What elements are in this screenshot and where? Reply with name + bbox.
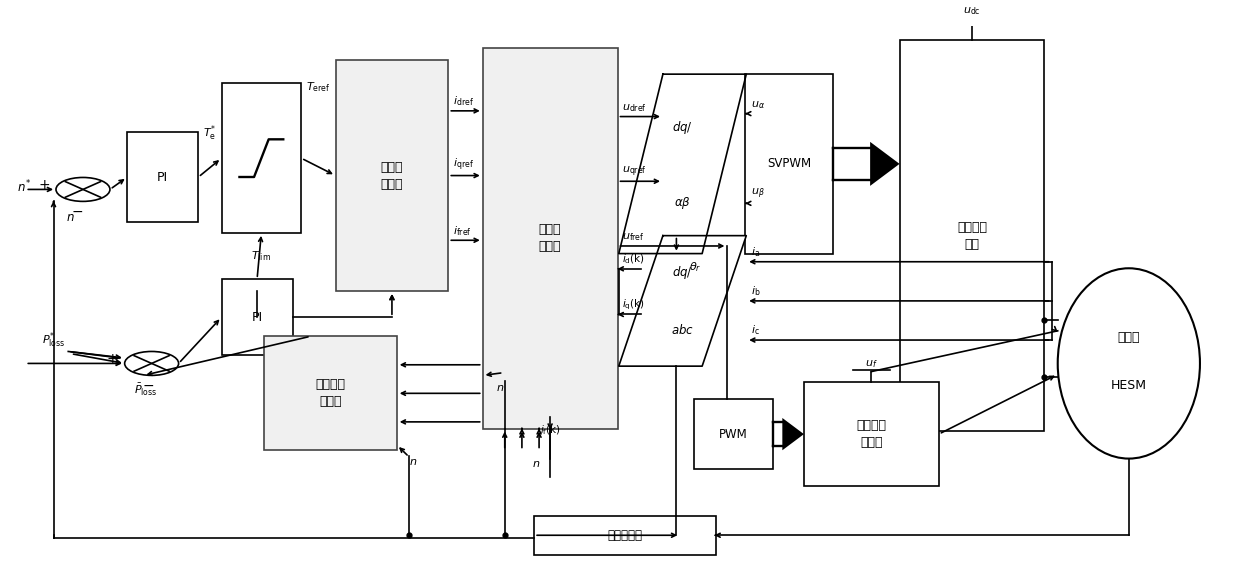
Text: 位置传感器: 位置传感器 <box>608 529 642 542</box>
Text: $n$: $n$ <box>496 383 503 393</box>
Polygon shape <box>870 142 899 186</box>
Text: $i_{\mathrm{q}}(\mathrm{k})$: $i_{\mathrm{q}}(\mathrm{k})$ <box>622 297 645 312</box>
FancyBboxPatch shape <box>745 74 833 253</box>
FancyBboxPatch shape <box>482 48 618 429</box>
Text: $i_{\mathrm{fref}}$: $i_{\mathrm{fref}}$ <box>454 224 472 238</box>
Text: +: + <box>107 352 119 366</box>
Text: PWM: PWM <box>719 428 748 441</box>
FancyBboxPatch shape <box>222 84 301 233</box>
Text: $\alpha\beta$: $\alpha\beta$ <box>675 196 691 211</box>
FancyBboxPatch shape <box>264 336 397 451</box>
Text: $i_{\mathrm{d}}(\mathrm{k})$: $i_{\mathrm{d}}(\mathrm{k})$ <box>622 253 645 266</box>
FancyBboxPatch shape <box>336 60 449 291</box>
Text: $\bar{P}_{\mathrm{loss}}$: $\bar{P}_{\mathrm{loss}}$ <box>134 382 157 398</box>
Text: HESM: HESM <box>1111 379 1147 392</box>
FancyBboxPatch shape <box>534 516 715 555</box>
Text: $u_{\alpha}$: $u_{\alpha}$ <box>751 99 765 111</box>
FancyBboxPatch shape <box>804 383 939 486</box>
Text: $-$: $-$ <box>141 378 154 392</box>
Text: 隐极式: 隐极式 <box>1117 331 1140 344</box>
Text: 励磁功率
变换器: 励磁功率 变换器 <box>857 419 887 449</box>
Text: $abc$: $abc$ <box>671 323 694 336</box>
Text: $T_{\mathrm{lim}}$: $T_{\mathrm{lim}}$ <box>252 249 272 263</box>
Text: $u_{\mathrm{qref}}$: $u_{\mathrm{qref}}$ <box>622 164 647 178</box>
Text: +: + <box>38 178 50 192</box>
Text: $i_{\mathrm{c}}$: $i_{\mathrm{c}}$ <box>751 324 760 338</box>
Polygon shape <box>619 74 746 253</box>
Text: $u_{\mathrm{dref}}$: $u_{\mathrm{dref}}$ <box>622 102 647 114</box>
Text: 模型预
测控制: 模型预 测控制 <box>539 223 562 253</box>
Text: $i_{\mathrm{dref}}$: $i_{\mathrm{dref}}$ <box>454 94 474 108</box>
Text: $T_{\mathrm{e}}^{*}$: $T_{\mathrm{e}}^{*}$ <box>203 123 216 143</box>
FancyBboxPatch shape <box>899 40 1044 432</box>
Polygon shape <box>619 235 746 366</box>
Text: $dq/$: $dq/$ <box>672 119 693 137</box>
Text: SVPWM: SVPWM <box>768 158 811 170</box>
Text: $n$: $n$ <box>67 211 76 224</box>
Text: $i_{\mathrm{qref}}$: $i_{\mathrm{qref}}$ <box>454 156 474 173</box>
Text: $-$: $-$ <box>71 204 83 218</box>
Text: $u_{f}$: $u_{f}$ <box>866 359 878 370</box>
Text: $i_{\mathrm{f}}(\mathrm{k})$: $i_{\mathrm{f}}(\mathrm{k})$ <box>539 424 560 437</box>
Text: $T_{\mathrm{eref}}$: $T_{\mathrm{eref}}$ <box>306 80 331 94</box>
Polygon shape <box>782 418 804 450</box>
Text: $dq/$: $dq/$ <box>672 264 693 280</box>
FancyBboxPatch shape <box>128 132 198 222</box>
Text: $\theta_{r}$: $\theta_{r}$ <box>688 260 701 274</box>
Text: $i_{\mathrm{b}}$: $i_{\mathrm{b}}$ <box>751 284 761 298</box>
Text: $n^{*}$: $n^{*}$ <box>17 178 31 195</box>
FancyBboxPatch shape <box>222 279 293 355</box>
Text: 功率损耗
估计器: 功率损耗 估计器 <box>316 379 346 409</box>
Text: $P^{*}_{\mathrm{loss}}$: $P^{*}_{\mathrm{loss}}$ <box>42 330 66 350</box>
Text: $u_{\mathrm{dc}}$: $u_{\mathrm{dc}}$ <box>963 5 981 17</box>
Text: $i_{\mathrm{a}}$: $i_{\mathrm{a}}$ <box>751 245 760 259</box>
Text: PI: PI <box>157 171 169 183</box>
Text: $n$: $n$ <box>409 457 418 467</box>
Text: 参考电
流计算: 参考电 流计算 <box>381 160 403 190</box>
FancyBboxPatch shape <box>693 399 774 470</box>
Text: $u_{\beta}$: $u_{\beta}$ <box>751 186 765 201</box>
Text: PI: PI <box>252 310 263 324</box>
Text: 主功率变
换器: 主功率变 换器 <box>957 220 987 250</box>
Text: $n$: $n$ <box>532 459 541 469</box>
Text: $u_{\mathrm{fref}}$: $u_{\mathrm{fref}}$ <box>622 231 645 243</box>
